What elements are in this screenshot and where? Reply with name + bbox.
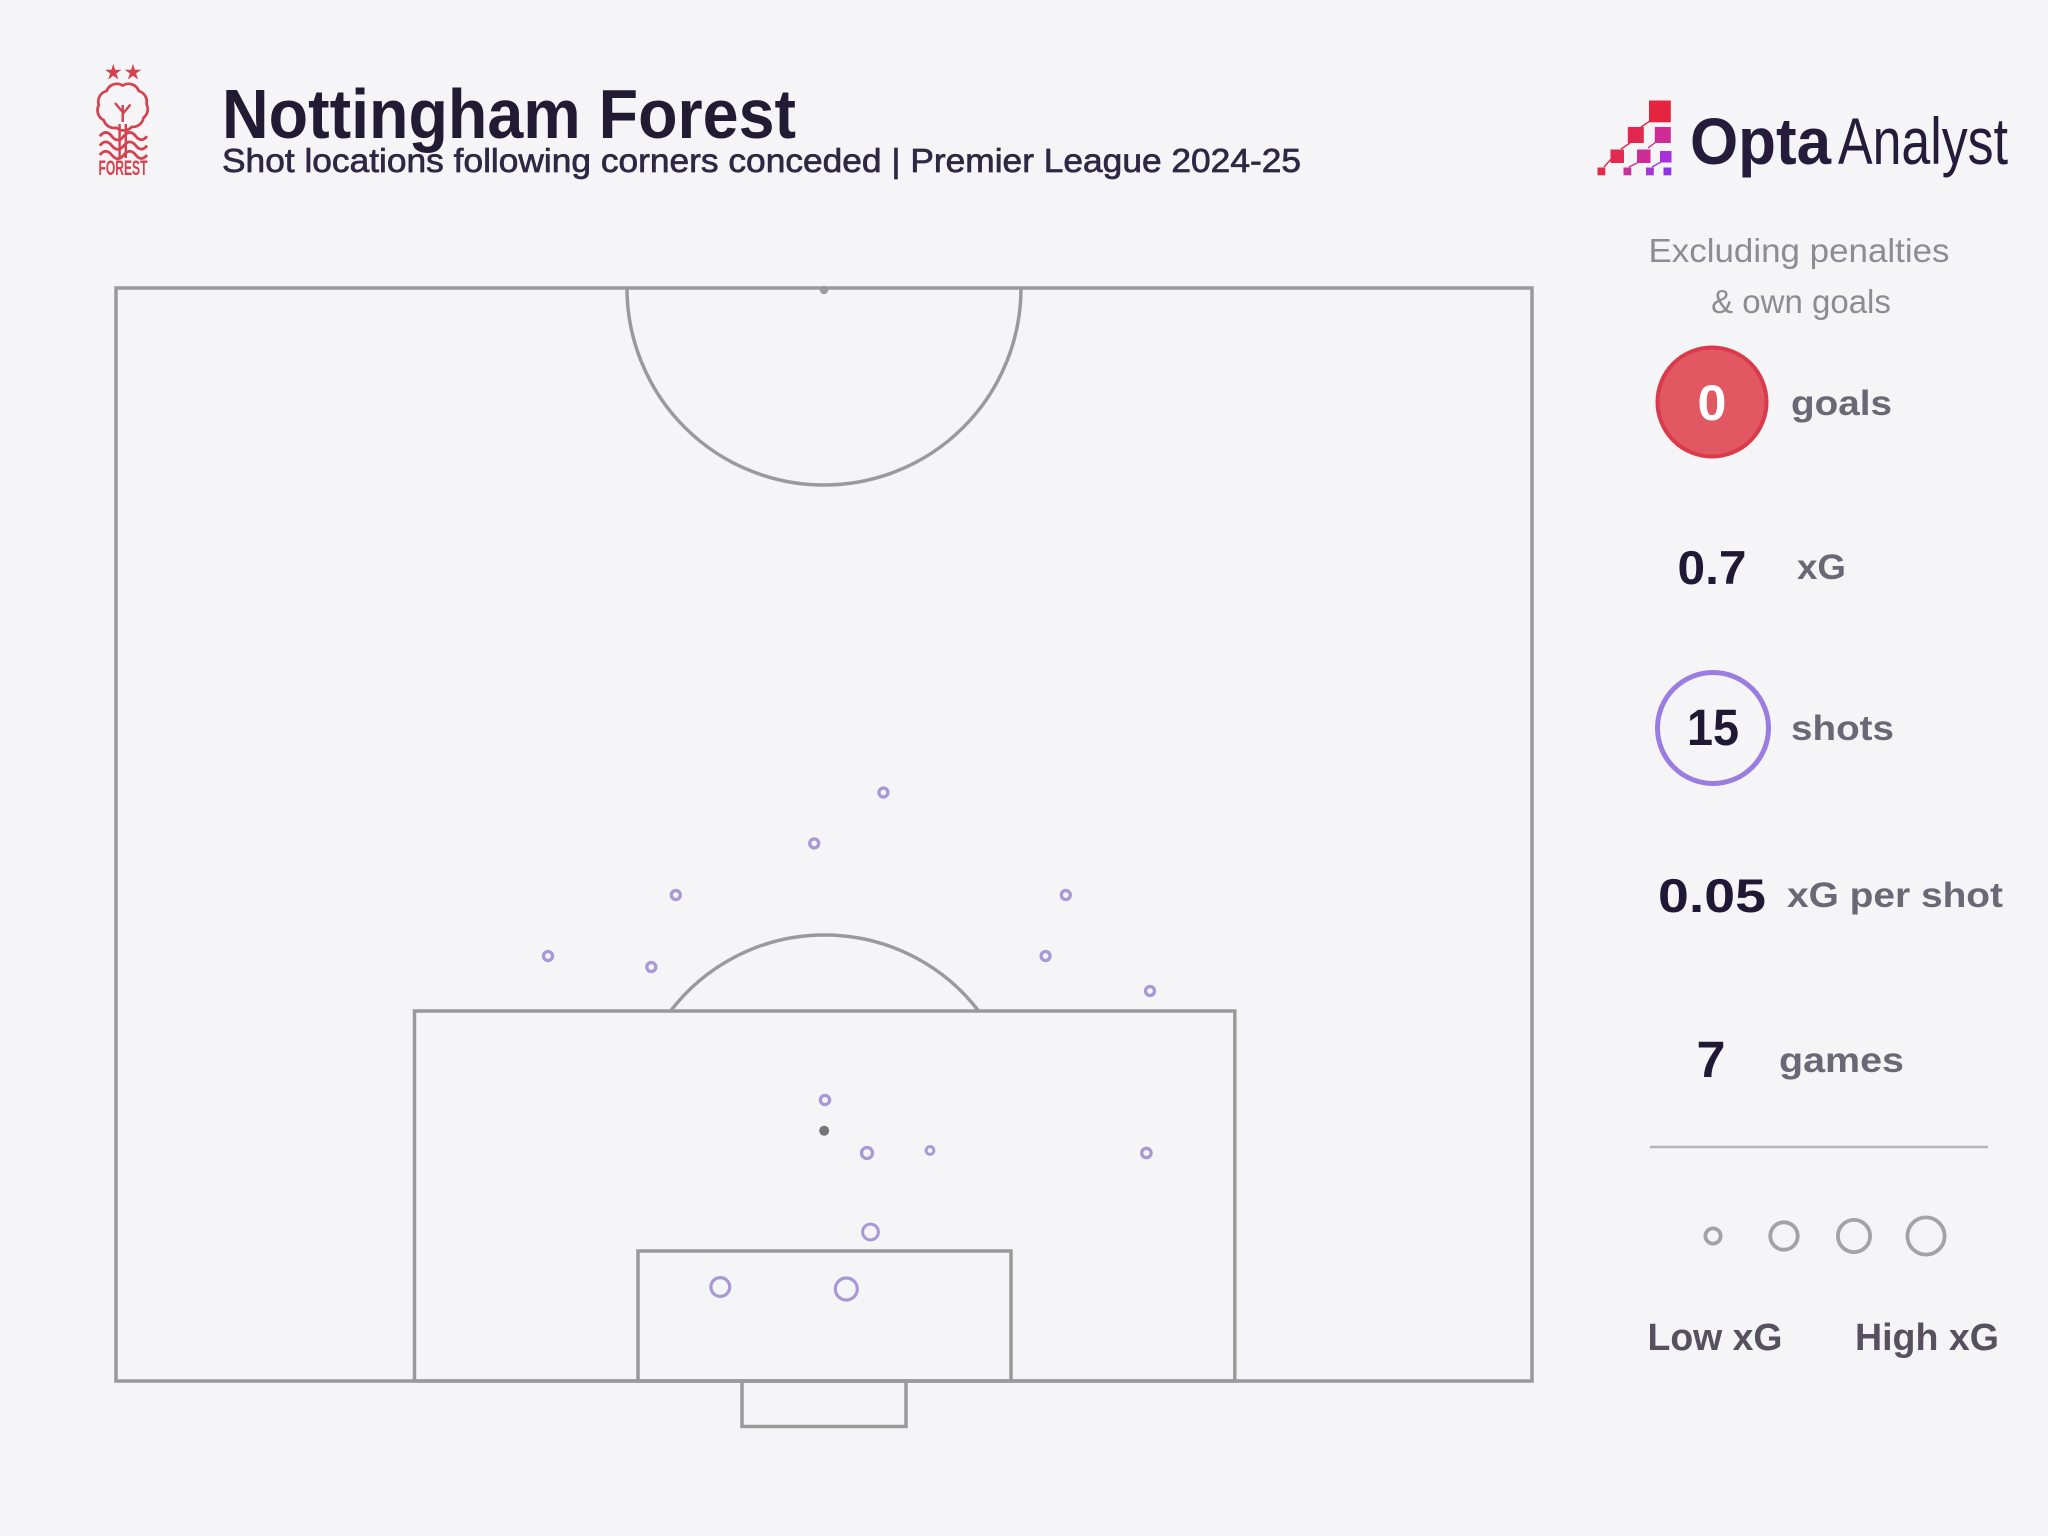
svg-text:0: 0	[1698, 375, 1727, 431]
svg-text:shots: shots	[1791, 709, 1894, 748]
svg-text:0.05: 0.05	[1658, 869, 1766, 922]
svg-text:games: games	[1779, 1041, 1904, 1080]
svg-text:Opta: Opta	[1690, 104, 1832, 178]
svg-text:Low xG: Low xG	[1648, 1317, 1783, 1359]
svg-text:& own goals: & own goals	[1711, 283, 1891, 320]
svg-text:FOREST: FOREST	[99, 157, 148, 180]
svg-text:7: 7	[1697, 1031, 1726, 1088]
svg-text:goals: goals	[1791, 384, 1892, 423]
svg-text:0.7: 0.7	[1678, 541, 1747, 594]
svg-text:Nottingham Forest: Nottingham Forest	[222, 75, 796, 153]
svg-text:Analyst: Analyst	[1838, 104, 2008, 178]
svg-text:Shot locations following corne: Shot locations following corners concede…	[222, 142, 1301, 179]
svg-text:15: 15	[1687, 699, 1739, 756]
svg-text:Excluding penalties: Excluding penalties	[1649, 232, 1950, 269]
svg-text:xG: xG	[1797, 548, 1846, 587]
svg-text:xG per shot: xG per shot	[1787, 876, 2003, 915]
svg-text:High xG: High xG	[1855, 1317, 1999, 1359]
